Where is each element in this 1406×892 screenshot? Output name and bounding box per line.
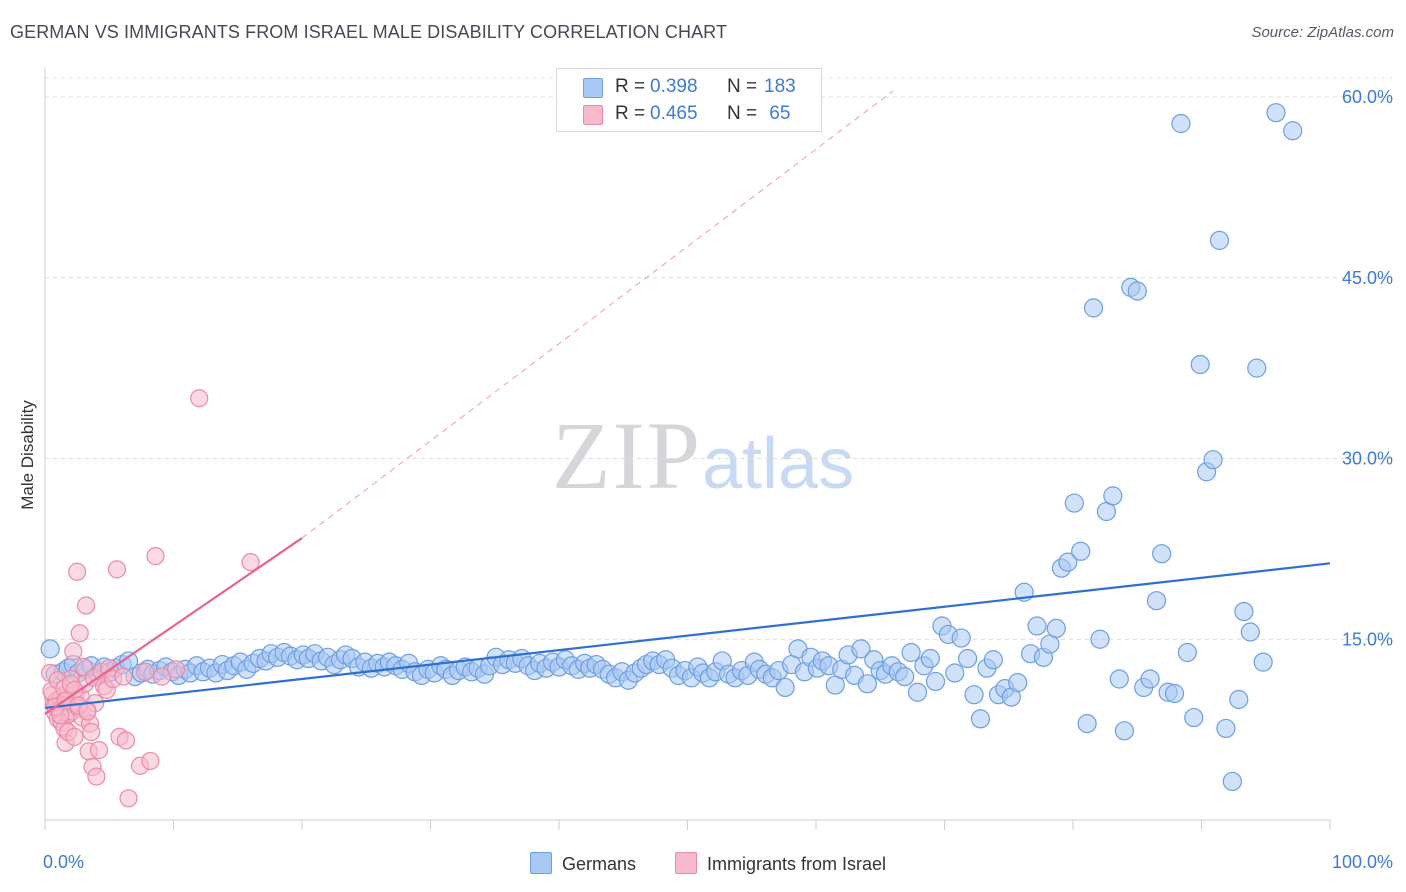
legend-n-label: N = — [727, 76, 758, 97]
germans-point — [1253, 652, 1273, 672]
israel-trend-extension — [301, 90, 894, 539]
watermark-zip: ZIP — [552, 402, 702, 509]
israel-point — [141, 751, 160, 771]
germans-point — [775, 677, 795, 698]
germans-point — [1222, 771, 1242, 792]
legend-r-label: R = — [615, 103, 646, 124]
germans-point — [1247, 358, 1267, 378]
germans-point — [895, 667, 915, 687]
watermark: ZIPatlas — [552, 400, 854, 511]
germans-point — [1027, 616, 1047, 636]
germans-point — [1077, 713, 1097, 734]
legend-n-value-germans: 183 — [764, 76, 796, 97]
israel-point — [241, 553, 260, 572]
germans-point — [1234, 601, 1254, 622]
israel-point — [114, 667, 133, 686]
israel-point — [166, 660, 186, 679]
israel-point — [89, 741, 109, 760]
bottom-legend-label-israel: Immigrants from Israel — [707, 854, 887, 874]
watermark-atlas: atlas — [702, 424, 855, 504]
y-tick-label: 15.0% — [1342, 629, 1393, 649]
israel-point — [77, 596, 96, 615]
israel-point — [82, 722, 101, 742]
germans-point — [1240, 622, 1260, 642]
source-label: Source: ZipAtlas.com — [1251, 24, 1394, 41]
germans-point — [1008, 673, 1028, 693]
legend-r-value-israel: 0.465 — [650, 103, 698, 124]
bottom-legend-swatch-israel — [675, 852, 697, 874]
bottom-legend-germans: Germans — [530, 852, 636, 875]
correlation-legend: R = 0.398 N = 183 R = 0.465 N = 65 — [556, 68, 822, 132]
legend-swatch-israel — [583, 105, 603, 125]
x-tick-label-min: 0.0% — [43, 852, 85, 872]
bottom-legend-israel: Immigrants from Israel — [675, 852, 886, 875]
germans-point — [958, 648, 978, 669]
israel-point — [116, 731, 136, 750]
israel-point — [119, 789, 138, 808]
germans-point — [1164, 683, 1185, 704]
germans-point — [1103, 486, 1123, 506]
germans-point — [1140, 669, 1160, 689]
germans-point — [920, 648, 940, 669]
legend-n-label: N = — [727, 103, 758, 124]
israel-point — [64, 642, 83, 661]
germans-point — [1090, 629, 1110, 649]
israel-point — [190, 389, 209, 408]
israel-point — [152, 667, 172, 686]
germans-point — [1083, 298, 1104, 318]
germans-point — [1171, 113, 1191, 134]
germans-point — [1071, 541, 1091, 561]
germans-point — [1146, 591, 1167, 611]
legend-r-label: R = — [615, 76, 646, 97]
germans-point — [970, 709, 991, 729]
legend-swatch-germans — [583, 78, 603, 98]
y-tick-label: 45.0% — [1342, 268, 1393, 288]
germans-point — [1209, 230, 1230, 250]
israel-point — [68, 562, 87, 581]
israel-point — [146, 547, 165, 566]
germans-point — [1114, 721, 1135, 741]
israel-point — [136, 662, 155, 681]
legend-n-value-israel: 65 — [764, 103, 791, 124]
israel-point — [70, 624, 89, 643]
israel-point — [87, 767, 106, 786]
y-tick-label: 60.0% — [1342, 87, 1393, 107]
germans-point — [1152, 544, 1172, 564]
bottom-legend-swatch-germans — [530, 852, 552, 874]
germans-trend-line — [44, 562, 1331, 710]
germans-point — [1216, 718, 1236, 739]
germans-point — [964, 685, 984, 705]
israel-point — [65, 727, 84, 746]
germans-point — [901, 642, 921, 663]
germans-point — [1266, 103, 1286, 123]
germans-point — [907, 682, 928, 702]
x-tick-label-max: 100.0% — [1331, 852, 1393, 872]
israel-point — [78, 702, 97, 721]
germans-point — [1058, 552, 1078, 572]
germans-point — [851, 639, 871, 659]
germans-point — [1190, 354, 1210, 375]
germans-point — [945, 663, 965, 683]
chart-title: GERMAN VS IMMIGRANTS FROM ISRAEL MALE DI… — [10, 22, 728, 42]
israel-trend-line — [44, 537, 303, 715]
y-tick-label: 30.0% — [1342, 449, 1393, 469]
germans-point — [1184, 707, 1204, 728]
germans-point — [951, 628, 971, 648]
bottom-legend-label-germans: Germans — [562, 854, 637, 874]
germans-point — [1109, 669, 1129, 689]
germans-point — [1283, 121, 1303, 141]
germans-point — [983, 650, 1003, 670]
germans-point — [925, 671, 946, 692]
germans-point — [1203, 450, 1223, 470]
germans-point — [1064, 493, 1084, 513]
germans-point — [40, 639, 60, 659]
germans-point — [1127, 281, 1147, 301]
germans-point — [857, 674, 878, 694]
israel-point — [107, 560, 127, 579]
germans-point — [1177, 642, 1197, 663]
germans-point — [1229, 689, 1249, 710]
legend-r-value-germans: 0.398 — [650, 76, 698, 97]
germans-point — [1046, 618, 1066, 639]
